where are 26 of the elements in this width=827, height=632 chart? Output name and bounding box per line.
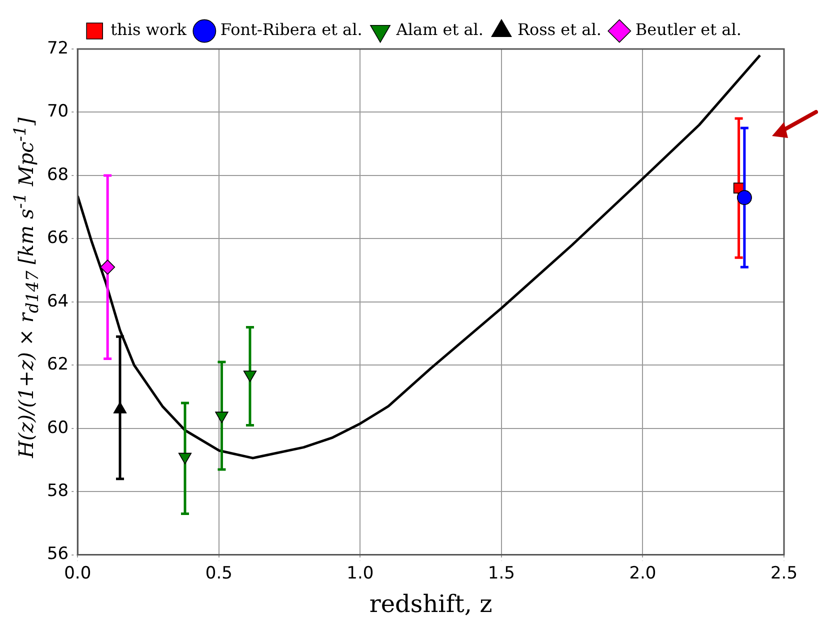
x-tick-label: 1.5 (488, 563, 515, 584)
x-axis-title: redshift, z (369, 590, 492, 618)
y-tick-label: 64 (46, 291, 69, 312)
y-tick-label: 66 (46, 228, 69, 248)
legend-label: Alam et al. (395, 20, 484, 40)
x-tick-label: 0.5 (205, 563, 232, 584)
y-tick-label: 68 (46, 164, 69, 185)
x-tick-label: 1.0 (346, 563, 374, 584)
legend-label: Beutler et al. (635, 20, 742, 40)
y-tick-label: 70 (46, 102, 69, 122)
point (737, 190, 752, 205)
legend-label: Ross et al. (517, 20, 602, 40)
y-tick-label: 72 (46, 38, 69, 58)
y-tick-label: 62 (46, 354, 69, 375)
point (244, 370, 256, 382)
legend-label: Font-Ribera et al. (220, 20, 362, 40)
x-tick-label: 0.0 (64, 563, 92, 584)
point (215, 412, 228, 424)
y-tick-label: 60 (46, 418, 69, 438)
x-tick-label: 2.5 (770, 563, 798, 584)
legend-label: this work (110, 20, 187, 40)
x-tick-label: 2.0 (629, 563, 656, 584)
point (178, 452, 192, 464)
y-tick-label: 56 (46, 544, 69, 564)
y-tick-label: 58 (46, 480, 69, 501)
point (100, 260, 115, 275)
